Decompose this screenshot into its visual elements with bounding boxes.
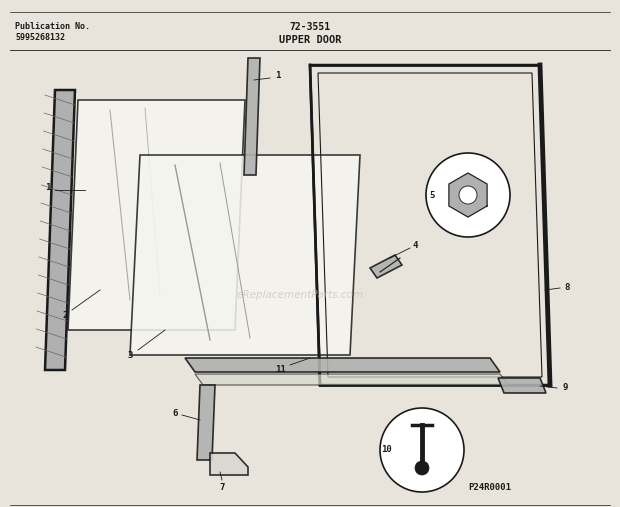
Circle shape — [380, 408, 464, 492]
Polygon shape — [197, 385, 215, 460]
Text: eReplacementParts.com: eReplacementParts.com — [236, 290, 363, 300]
Text: 6: 6 — [172, 409, 178, 417]
Polygon shape — [498, 378, 546, 393]
Text: 3: 3 — [127, 351, 133, 360]
Text: 9: 9 — [562, 383, 568, 392]
Polygon shape — [244, 58, 260, 175]
Text: 2: 2 — [63, 311, 68, 320]
Text: UPPER DOOR: UPPER DOOR — [279, 35, 341, 45]
Text: 1: 1 — [45, 184, 51, 193]
Text: P24R0001: P24R0001 — [469, 483, 512, 492]
Polygon shape — [185, 358, 500, 372]
Circle shape — [459, 186, 477, 204]
Text: 1: 1 — [275, 71, 281, 81]
Text: Publication No.: Publication No. — [15, 22, 90, 31]
Text: 8: 8 — [564, 283, 570, 293]
Polygon shape — [210, 453, 248, 475]
Text: 11: 11 — [275, 366, 285, 375]
Text: 4: 4 — [412, 240, 418, 249]
Polygon shape — [195, 374, 508, 385]
Polygon shape — [449, 173, 487, 217]
Text: 5: 5 — [429, 191, 435, 199]
Polygon shape — [130, 155, 360, 355]
Text: 72-3551: 72-3551 — [290, 22, 330, 32]
Text: 10: 10 — [382, 446, 392, 454]
Polygon shape — [68, 100, 245, 330]
Polygon shape — [45, 90, 75, 370]
Text: 5995268132: 5995268132 — [15, 33, 65, 42]
Text: 7: 7 — [219, 484, 224, 492]
Circle shape — [415, 461, 429, 475]
Circle shape — [426, 153, 510, 237]
Polygon shape — [370, 255, 402, 278]
